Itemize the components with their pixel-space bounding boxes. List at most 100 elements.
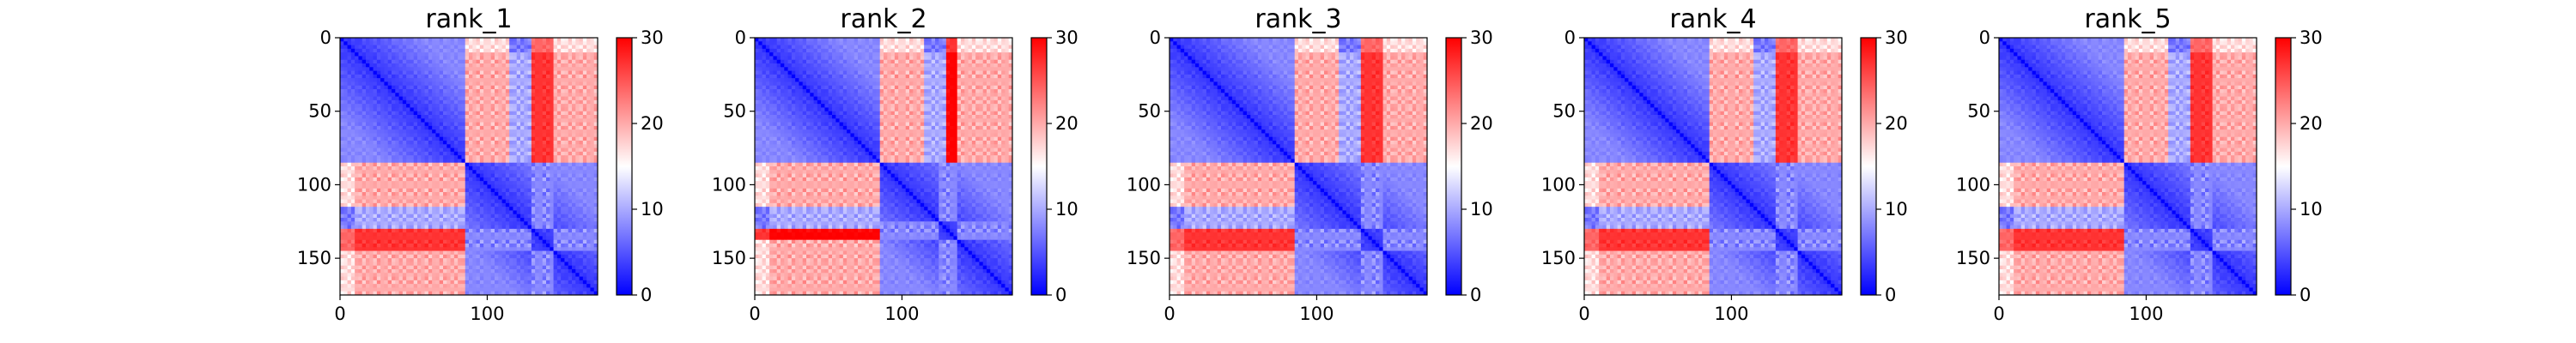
heatmap-cell bbox=[477, 115, 481, 119]
heatmap-cell bbox=[392, 89, 396, 93]
heatmap-cell bbox=[369, 81, 374, 86]
heatmap-cell bbox=[557, 273, 562, 277]
heatmap-cell bbox=[465, 115, 470, 119]
heatmap-cell bbox=[428, 262, 433, 266]
heatmap-cell bbox=[572, 81, 576, 86]
heatmap-cell bbox=[528, 38, 532, 42]
heatmap-cell bbox=[384, 210, 388, 214]
heatmap-cell bbox=[425, 181, 429, 185]
heatmap-cell bbox=[495, 269, 499, 274]
heatmap-cell bbox=[491, 174, 495, 178]
heatmap-cell bbox=[564, 60, 568, 64]
heatmap-cell bbox=[909, 38, 914, 42]
heatmap-cell bbox=[580, 280, 584, 285]
heatmap-cell bbox=[428, 104, 433, 108]
heatmap-cell bbox=[583, 97, 587, 101]
heatmap-cell bbox=[495, 126, 499, 130]
heatmap-cell bbox=[451, 287, 455, 292]
heatmap-cell bbox=[428, 251, 433, 256]
heatmap-cell bbox=[362, 244, 367, 248]
heatmap-cell bbox=[572, 244, 576, 248]
heatmap-cell bbox=[348, 159, 352, 163]
heatmap-cell bbox=[491, 38, 495, 42]
heatmap-cell bbox=[568, 71, 573, 75]
heatmap-cell bbox=[528, 210, 532, 214]
heatmap-cell bbox=[395, 45, 399, 50]
heatmap-cell bbox=[487, 170, 491, 174]
heatmap-cell bbox=[487, 67, 491, 71]
heatmap-cell bbox=[554, 107, 558, 111]
heatmap-cell bbox=[532, 93, 536, 97]
heatmap-cell bbox=[443, 178, 447, 182]
heatmap-cell bbox=[447, 41, 451, 45]
heatmap-cell bbox=[377, 240, 381, 244]
heatmap-cell bbox=[428, 75, 433, 79]
heatmap-cell bbox=[440, 266, 444, 270]
heatmap-cell bbox=[524, 100, 528, 105]
heatmap-cell bbox=[469, 129, 473, 134]
heatmap-cell bbox=[355, 159, 359, 163]
heatmap-cell bbox=[554, 60, 558, 64]
heatmap-cell bbox=[461, 207, 465, 211]
heatmap-cell bbox=[469, 251, 473, 256]
heatmap-cell bbox=[498, 166, 502, 171]
heatmap-cell bbox=[392, 137, 396, 141]
heatmap-cell bbox=[532, 232, 536, 237]
heatmap-cell bbox=[572, 45, 576, 50]
heatmap-cell bbox=[557, 232, 562, 237]
heatmap-cell bbox=[538, 63, 543, 68]
heatmap-cell bbox=[458, 129, 462, 134]
heatmap-cell bbox=[532, 229, 536, 233]
heatmap-cell bbox=[355, 104, 359, 108]
heatmap-cell bbox=[517, 262, 521, 266]
heatmap-cell bbox=[377, 200, 381, 204]
heatmap-cell bbox=[465, 141, 470, 145]
heatmap-cell bbox=[502, 240, 507, 244]
heatmap-cell bbox=[557, 111, 562, 116]
heatmap-cell bbox=[380, 244, 385, 248]
heatmap-cell bbox=[461, 221, 465, 226]
heatmap-cell bbox=[399, 63, 404, 68]
heatmap-cell bbox=[532, 174, 536, 178]
heatmap-cell bbox=[465, 184, 470, 189]
heatmap-cell bbox=[392, 49, 396, 53]
heatmap-cell bbox=[403, 189, 407, 193]
heatmap-cell bbox=[447, 93, 451, 97]
heatmap-cell bbox=[425, 277, 429, 281]
heatmap-cell bbox=[480, 52, 484, 57]
heatmap-cell bbox=[432, 52, 436, 57]
heatmap-cell bbox=[491, 277, 495, 281]
heatmap-cell bbox=[524, 166, 528, 171]
heatmap-cell bbox=[561, 123, 565, 127]
heatmap-cells bbox=[340, 38, 598, 295]
heatmap-cell bbox=[425, 71, 429, 75]
heatmap-cell bbox=[421, 60, 425, 64]
heatmap-cell bbox=[506, 129, 510, 134]
heatmap-cell bbox=[469, 181, 473, 185]
heatmap-cell bbox=[538, 129, 543, 134]
heatmap-cell bbox=[374, 49, 378, 53]
heatmap-cell bbox=[425, 218, 429, 222]
heatmap-cell bbox=[358, 115, 362, 119]
heatmap-cell bbox=[543, 97, 547, 101]
heatmap-cell bbox=[343, 240, 348, 244]
heatmap-cell bbox=[554, 184, 558, 189]
heatmap-cell bbox=[524, 133, 528, 137]
heatmap-cell bbox=[465, 226, 470, 230]
heatmap-cell bbox=[395, 118, 399, 123]
heatmap-cell bbox=[513, 41, 517, 45]
heatmap-cell bbox=[451, 97, 455, 101]
heatmap-cell bbox=[454, 280, 459, 285]
heatmap-cell bbox=[377, 144, 381, 148]
heatmap-cell bbox=[590, 170, 594, 174]
heatmap-cell bbox=[384, 89, 388, 93]
heatmap-cell bbox=[546, 152, 550, 156]
heatmap-cell bbox=[564, 280, 568, 285]
heatmap-cell bbox=[392, 236, 396, 240]
heatmap-cell bbox=[483, 123, 488, 127]
heatmap-cell bbox=[399, 38, 404, 42]
heatmap-cell bbox=[572, 203, 576, 208]
heatmap-cell bbox=[465, 163, 470, 167]
heatmap-cell bbox=[377, 67, 381, 71]
heatmap-cell bbox=[369, 277, 374, 281]
